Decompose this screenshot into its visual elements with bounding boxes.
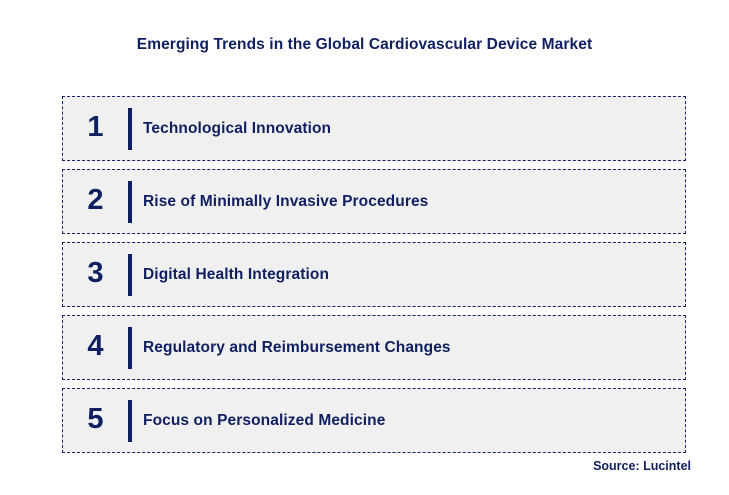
trend-label: Rise of Minimally Invasive Procedures xyxy=(143,192,429,210)
rank-divider xyxy=(128,399,132,442)
trend-rank: 1 xyxy=(87,111,104,143)
trend-rank: 4 xyxy=(87,330,104,362)
trend-row: 1 Technological Innovation xyxy=(62,96,686,161)
trend-label: Digital Health Integration xyxy=(143,265,330,283)
rank-divider xyxy=(128,180,132,223)
trend-label: Regulatory and Reimbursement Changes xyxy=(143,338,451,356)
trend-row: 2 Rise of Minimally Invasive Procedures xyxy=(62,169,686,234)
trend-rank: 2 xyxy=(87,184,104,216)
rank-divider xyxy=(128,107,132,150)
trend-label: Technological Innovation xyxy=(143,119,332,137)
trend-rank: 5 xyxy=(87,403,104,435)
trend-row: 4 Regulatory and Reimbursement Changes xyxy=(62,315,686,380)
trend-rank: 3 xyxy=(87,257,104,289)
page-title: Emerging Trends in the Global Cardiovasc… xyxy=(136,36,593,53)
source-attribution: Source: Lucintel xyxy=(593,459,691,473)
trend-row: 5 Focus on Personalized Medicine xyxy=(62,388,686,453)
trend-label: Focus on Personalized Medicine xyxy=(143,411,386,429)
rank-divider xyxy=(128,326,132,369)
trend-list: 1 Technological Innovation 2 Rise of Min… xyxy=(62,96,686,453)
rank-divider xyxy=(128,253,132,296)
trend-row: 3 Digital Health Integration xyxy=(62,242,686,307)
